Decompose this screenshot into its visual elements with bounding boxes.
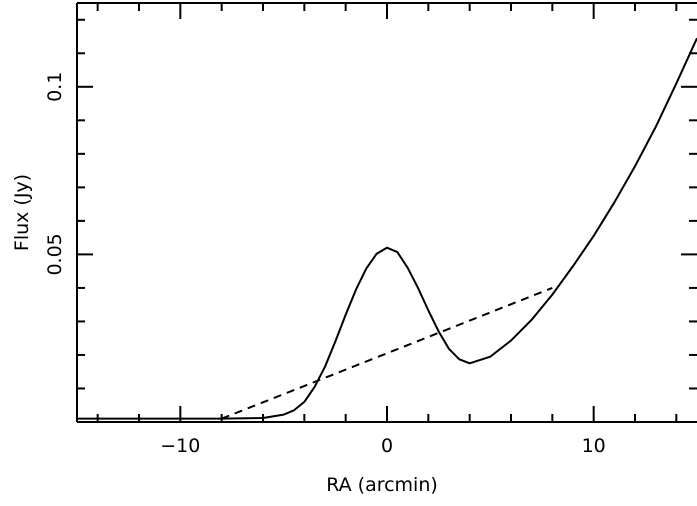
y-tick-label: 0.1 [44,72,66,102]
x-tick-label: −10 [160,435,200,457]
x-tick-label: 10 [582,435,606,457]
y-axis-label: Flux (Jy) [11,174,33,251]
x-tick-label: 0 [381,435,393,457]
baseline-series-line [221,286,553,420]
y-tick-label: 0.05 [44,233,66,275]
plot-area [77,37,697,420]
x-axis-label: RA (arcmin) [326,474,438,496]
axis-tick-labels: −10 0 10 0.05 0.1 [44,72,606,457]
axis-ticks [77,3,697,422]
axes-frame [76,2,697,423]
flux-series-line [77,37,697,420]
